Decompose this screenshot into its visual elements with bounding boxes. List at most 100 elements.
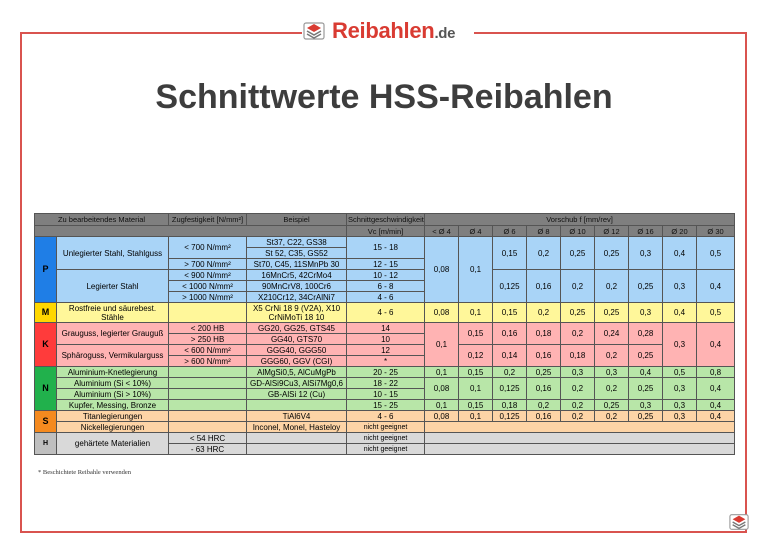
- header-material: Zu bearbeitendes Material: [33, 213, 170, 226]
- tensile-p5: > 1000 N/mm²: [168, 291, 248, 303]
- example-s1: TiAl6V4: [246, 410, 348, 422]
- feed-k-lt4: 0,1: [424, 322, 460, 367]
- feed-k-20: 0,3: [662, 322, 698, 367]
- feed-cell: 0,2: [560, 269, 596, 303]
- feed-cell: 0,5: [696, 302, 736, 323]
- tensile-k1: < 200 HB: [168, 322, 248, 334]
- example-n4: [246, 399, 348, 411]
- speed-p4: 6 - 8: [346, 280, 426, 292]
- feed-cell: 0,1: [424, 399, 460, 411]
- feed-cell: 0,25: [594, 399, 630, 411]
- material-n4: Kupfer, Messing, Bronze: [55, 399, 170, 411]
- feed-cell: 0,5: [696, 236, 736, 270]
- feed-cell: 0,2: [526, 302, 562, 323]
- example-p4: 16MnCr5, 42CrMo4: [246, 269, 348, 281]
- feed-cell: 0,15: [492, 236, 528, 270]
- feed-cell: 0,125: [492, 410, 528, 422]
- cutting-values-table: Zu bearbeitendes Material Zugfestigkeit …: [33, 213, 736, 455]
- feed-cell: 0,25: [560, 302, 596, 323]
- feed-cell: 0,3: [662, 377, 698, 400]
- tensile-p4: < 1000 N/mm²: [168, 280, 248, 292]
- material-m1: Rostfreie und säurebest. Stähle: [55, 302, 170, 323]
- frame-top-left: [20, 32, 302, 34]
- material-s1: Titanlegierungen: [55, 410, 170, 422]
- tensile-n1: [168, 366, 248, 378]
- diameter-header: < Ø 4: [424, 225, 460, 237]
- group-m: M: [34, 302, 57, 323]
- tensile-k2: > 250 HB: [168, 333, 248, 345]
- feed-cell: 0,5: [662, 366, 698, 378]
- material-n2: Aluminium (Si < 10%): [55, 377, 170, 389]
- material-p1: Unlegierter Stahl, Stahlguss: [55, 236, 170, 270]
- material-n3: Aluminium (Si > 10%): [55, 388, 170, 400]
- feed-cell: 0,1: [424, 366, 460, 378]
- feed-p-lt4: 0,08: [424, 236, 460, 303]
- feed-cell: 0,1: [458, 302, 494, 323]
- feed-cell: 0,125: [492, 377, 528, 400]
- diameter-header: Ø 6: [492, 225, 528, 237]
- feed-cell: 0,08: [424, 410, 460, 422]
- feed-cell: 0,4: [696, 410, 736, 422]
- material-k1: Grauguss, legierter Grauguß: [55, 322, 170, 345]
- header-example: Beispiel: [246, 213, 348, 226]
- tensile-s1: [168, 410, 248, 422]
- example-k1: GG20, GG25, GTS45: [246, 322, 348, 334]
- tensile-n4: [168, 399, 248, 411]
- feed-cell: 0,2: [526, 399, 562, 411]
- speed-h1: nicht geeignet: [346, 432, 426, 444]
- feed-cell: 0,15: [458, 399, 494, 411]
- diameter-header: Ø 10: [560, 225, 596, 237]
- footnote: * Beschichtete Reibahle verwenden: [38, 469, 131, 476]
- material-k2: Sphäroguss, Vermikularguss: [55, 344, 170, 367]
- feed-cell: 0,2: [526, 236, 562, 270]
- feed-cell: 0,18: [492, 399, 528, 411]
- feed-cell: 0,4: [696, 269, 736, 303]
- header-speed: Schnittgeschwindigkeit: [346, 213, 426, 226]
- example-n3: GB-AlSi 12 (Cu): [246, 388, 348, 400]
- feed-cell: 0,2: [594, 410, 630, 422]
- diameter-header: Ø 16: [628, 225, 664, 237]
- tensile-k4: > 600 N/mm²: [168, 355, 248, 367]
- header-feed: Vorschub f [mm/rev]: [424, 213, 736, 226]
- speed-p1: 15 - 18: [346, 236, 426, 259]
- feed-h1-empty: [424, 432, 736, 444]
- speed-n2: 18 - 22: [346, 377, 426, 389]
- example-p5: 90MnCrV8, 100Cr6: [246, 280, 348, 292]
- example-k4: GGG60, GGV (CGI): [246, 355, 348, 367]
- example-p3: St70, C45, 11SMnPb 30: [246, 258, 348, 270]
- feed-cell: 0,2: [594, 344, 630, 367]
- feed-cell: 0,3: [662, 399, 698, 411]
- feed-p-4: 0,1: [458, 236, 494, 303]
- tensile-p1: < 700 N/mm²: [168, 236, 248, 259]
- tensile-n2: [168, 377, 248, 389]
- feed-cell: 0,2: [560, 377, 596, 400]
- feed-cell: 0,2: [594, 377, 630, 400]
- feed-cell: 0,3: [628, 236, 664, 270]
- feed-cell: 0,2: [560, 322, 596, 345]
- feed-cell: 0,14: [492, 344, 528, 367]
- feed-cell: 0,25: [628, 269, 664, 303]
- header-spacer: [33, 225, 348, 237]
- feed-cell: 0,3: [628, 302, 664, 323]
- feed-cell: 0,16: [492, 322, 528, 345]
- group-p: P: [34, 236, 57, 303]
- feed-cell: 0,25: [560, 236, 596, 270]
- feed-cell: 0,4: [662, 236, 698, 270]
- logo-text: Reibahlen.de: [332, 18, 456, 43]
- feed-cell: 0,25: [594, 236, 630, 270]
- example-p6: X210Cr12, 34CrAlNi7: [246, 291, 348, 303]
- speed-n3: 10 - 15: [346, 388, 426, 400]
- feed-cell: 0,25: [628, 344, 664, 367]
- feed-cell: 0,4: [662, 302, 698, 323]
- corner-logo-icon: [729, 514, 749, 530]
- feed-cell: 0,3: [560, 366, 596, 378]
- feed-cell: 0,25: [628, 410, 664, 422]
- feed-cell: 0,15: [458, 322, 494, 345]
- feed-cell: 0,25: [628, 377, 664, 400]
- speed-n1: 20 - 25: [346, 366, 426, 378]
- feed-cell: 0,1: [458, 377, 494, 400]
- logo: Reibahlen.de: [302, 14, 474, 48]
- header-speed-unit: Vc [m/min]: [346, 225, 426, 237]
- feed-cell: 0,1: [458, 410, 494, 422]
- example-h1: [246, 432, 348, 444]
